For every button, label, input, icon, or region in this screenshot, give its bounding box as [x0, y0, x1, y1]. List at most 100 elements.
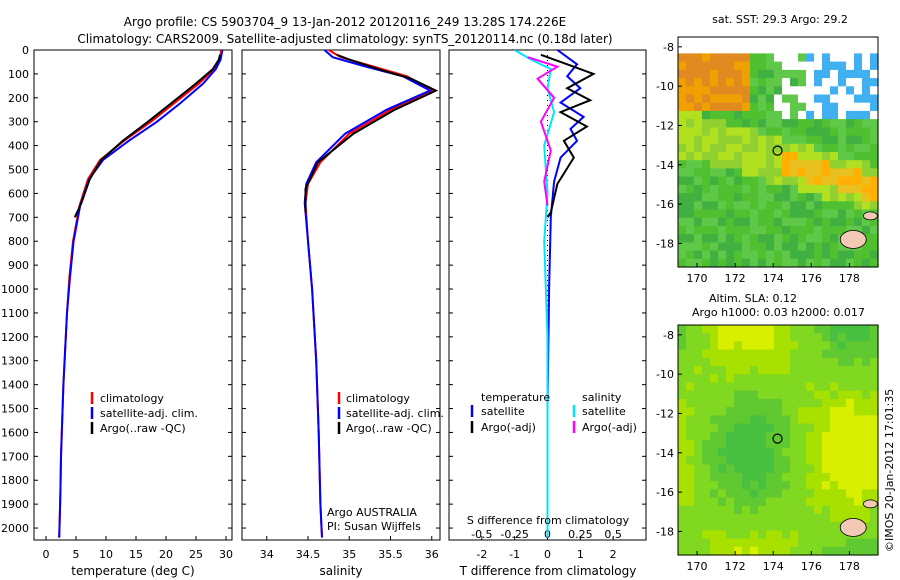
map-cell	[806, 53, 815, 63]
map-cell	[710, 152, 719, 161]
depth-tick-label: 300	[8, 116, 29, 129]
map-cell	[798, 110, 807, 120]
map-cell	[774, 78, 783, 87]
map-cell	[718, 366, 727, 375]
map-cell	[750, 325, 759, 334]
map-cell	[854, 209, 863, 219]
map-cell	[854, 250, 863, 260]
map-cell	[790, 522, 799, 531]
map-cell	[806, 184, 815, 194]
map-cell	[742, 225, 751, 235]
map-cell	[726, 217, 735, 227]
map-cell	[718, 160, 727, 169]
map-cell	[806, 390, 815, 400]
map-cell	[782, 530, 791, 540]
map-cell	[870, 448, 879, 457]
map-cell	[702, 415, 711, 425]
map-cell	[710, 448, 719, 457]
map-cell	[782, 333, 791, 342]
map-cell	[702, 423, 711, 433]
map-cell	[806, 407, 815, 416]
map-cell	[758, 538, 767, 548]
map-cell	[798, 86, 807, 96]
map-cell	[718, 456, 727, 466]
salinity-series	[303, 50, 439, 538]
map-cell	[734, 78, 743, 87]
map-cell	[814, 341, 823, 351]
map-cell	[870, 489, 879, 499]
map-cell	[742, 390, 751, 400]
legend-label-s-satellite: satellite	[582, 405, 626, 418]
map-cell	[846, 546, 855, 556]
map-cell	[782, 119, 791, 128]
map-cell	[694, 102, 703, 112]
map-cell	[870, 143, 879, 153]
map-cell	[710, 366, 719, 375]
map-cell	[790, 390, 799, 400]
depth-tick-label: 0	[22, 44, 29, 57]
map-cell	[718, 374, 727, 384]
map-cell	[734, 398, 743, 408]
map-cell	[870, 472, 879, 482]
map-cell	[758, 464, 767, 474]
map-cell	[822, 110, 831, 120]
map-cell	[726, 357, 735, 367]
map-cell	[846, 152, 855, 161]
map-cell	[822, 546, 831, 556]
map-cell	[870, 152, 879, 161]
map-cell	[766, 110, 775, 120]
map-cell	[798, 481, 807, 490]
map-cell	[870, 37, 879, 46]
map-cell	[846, 505, 855, 515]
map-cell	[790, 201, 799, 211]
map-cell	[766, 102, 775, 112]
map-cell	[790, 94, 799, 104]
legend-label-satellite: satellite-adj. clim.	[346, 407, 444, 420]
map-cell	[710, 201, 719, 211]
map-cell	[830, 135, 839, 145]
map-cell	[686, 349, 695, 359]
map-cell	[862, 448, 871, 457]
map-cell	[766, 472, 775, 482]
map-cell	[830, 440, 839, 449]
map-cell	[822, 366, 831, 375]
map-cell	[718, 225, 727, 235]
map-cell	[750, 423, 759, 433]
map-cell	[830, 127, 839, 137]
map-cell	[790, 538, 799, 548]
map-cell	[686, 530, 695, 540]
map-cell	[798, 497, 807, 507]
map-cell	[862, 102, 871, 112]
depth-tick-label: 2000	[1, 522, 29, 535]
x-tick-label: 35.5	[378, 548, 403, 561]
map-cell	[854, 143, 863, 153]
map-cell	[806, 110, 815, 120]
map-cell	[758, 61, 767, 71]
map-cell	[694, 184, 703, 194]
map-cell	[718, 201, 727, 211]
map-cell	[862, 390, 871, 400]
map-cell	[758, 242, 767, 252]
map-cell	[686, 325, 695, 334]
map-cell	[830, 423, 839, 433]
map-cell	[854, 398, 863, 408]
map-cell	[862, 152, 871, 161]
map-cell	[806, 127, 815, 137]
map-cell	[830, 94, 839, 104]
lon-tick-label: 172	[725, 560, 746, 573]
map-cell	[838, 481, 847, 490]
map-cell	[862, 349, 871, 359]
map-cell	[702, 110, 711, 120]
map-cell	[846, 481, 855, 490]
map-cell	[710, 234, 719, 243]
map-cell	[782, 374, 791, 384]
map-cell	[822, 349, 831, 359]
map-cell	[726, 472, 735, 482]
depth-tick-label: 1800	[1, 474, 29, 487]
lat-tick-label: -16	[656, 486, 674, 499]
map-cell	[710, 217, 719, 227]
map-cell	[702, 135, 711, 145]
map-cell	[750, 505, 759, 515]
map-cell	[718, 431, 727, 441]
map-cell	[798, 415, 807, 425]
